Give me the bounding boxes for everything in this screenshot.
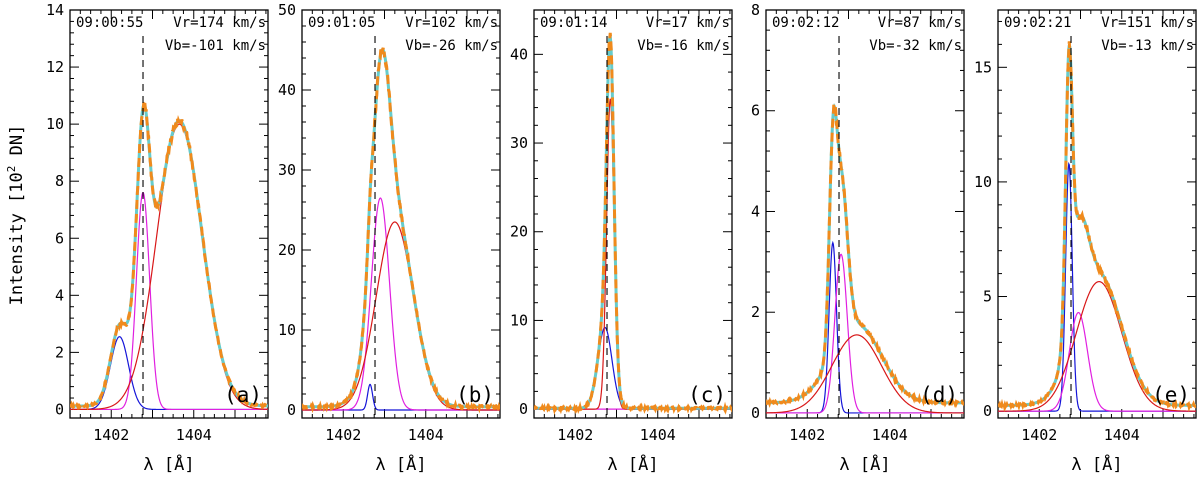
- y-tick-label: 30: [510, 134, 528, 152]
- time-label: 09:02:12: [772, 15, 839, 31]
- observed-profile-curve: [766, 103, 964, 409]
- y-tick-label: 5: [983, 288, 992, 306]
- y-tick-label: 6: [55, 229, 64, 247]
- y-tick-label: 40: [510, 45, 528, 63]
- panel-a: 0 2 4 6 8 10 12 14 1402 1404 λ [Å] 09:00:55 Vr=174 k…: [46, 1, 269, 475]
- panel-label: (a): [224, 383, 262, 407]
- y-tick-label: 0: [751, 404, 760, 422]
- magenta-component-curve: [302, 197, 500, 411]
- blue-component-curve: [998, 161, 1196, 412]
- plot-frame: [997, 9, 1197, 419]
- red-component-curve: [998, 281, 1196, 412]
- y-tick-label: 6: [751, 102, 760, 120]
- x-axis-label: λ [Å]: [143, 453, 194, 475]
- panel-label: (e): [1152, 383, 1190, 407]
- plot-frame: [301, 9, 501, 419]
- plot-frame: [69, 9, 269, 419]
- x-tick-label: 1402: [93, 426, 129, 444]
- y-tick-label: 4: [55, 286, 64, 304]
- y-tick-label: 8: [751, 1, 760, 19]
- panel-label: (d): [920, 383, 958, 407]
- vb-label: Vb=-16 km/s: [637, 38, 730, 54]
- panel-d: 0 2 4 6 8 1402 1404 λ [Å] 09:02:12 Vr=87 km/s Vb=-…: [751, 1, 965, 475]
- time-label: 09:00:55: [76, 15, 143, 31]
- x-tick-label: 1402: [789, 426, 825, 444]
- y-tick-label: 30: [278, 161, 296, 179]
- y-tick-label: 40: [278, 81, 296, 99]
- x-axis-label: λ [Å]: [839, 453, 890, 475]
- y-tick-label: 0: [519, 400, 528, 418]
- x-axis-label: λ [Å]: [607, 453, 658, 475]
- x-tick-label: 1402: [325, 426, 361, 444]
- time-label: 09:01:05: [308, 15, 375, 31]
- time-label: 09:02:21: [1004, 15, 1071, 31]
- vb-label: Vb=-32 km/s: [869, 38, 962, 54]
- x-tick-label: 1402: [557, 426, 593, 444]
- y-tick-label: 4: [751, 202, 760, 220]
- x-tick-label: 1404: [1104, 426, 1140, 444]
- y-tick-label: 8: [55, 172, 64, 190]
- observed-profile-curve: [70, 101, 268, 411]
- y-tick-label: 50: [278, 1, 296, 19]
- red-component-curve: [302, 221, 500, 411]
- y-tick-label: 15: [974, 58, 992, 76]
- panel-label: (c): [688, 383, 726, 407]
- vr-label: Vr=102 km/s: [405, 15, 498, 31]
- y-tick-label: 10: [510, 311, 528, 329]
- total-fit-curve: [998, 44, 1196, 407]
- y-tick-label: 14: [46, 1, 64, 19]
- x-tick-label: 1404: [176, 426, 212, 444]
- red-component-curve: [534, 98, 732, 410]
- vb-label: Vb=-101 km/s: [165, 38, 266, 54]
- y-tick-label: 0: [287, 401, 296, 419]
- vr-label: Vr=87 km/s: [878, 15, 962, 31]
- y-tick-label: 10: [278, 321, 296, 339]
- y-tick-label: 10: [974, 173, 992, 191]
- y-tick-label: 0: [55, 400, 64, 418]
- panel-c: 0 10 20 30 40 1402 1404 λ [Å] 09:01:14 Vr=17 km/s…: [510, 9, 733, 475]
- y-tick-label: 12: [46, 58, 64, 76]
- x-tick-label: 1402: [1021, 426, 1057, 444]
- vb-label: Vb=-26 km/s: [405, 38, 498, 54]
- plot-frame: [533, 9, 733, 419]
- panel-b: 0 10 20 30 40 50 1402 1404 λ [Å] 09:01:05 Vr=102 k…: [278, 1, 501, 475]
- y-tick-label: 20: [510, 223, 528, 241]
- vr-label: Vr=17 km/s: [646, 15, 730, 31]
- observed-profile-curve: [534, 32, 732, 416]
- observed-profile-curve: [302, 47, 500, 414]
- total-fit-curve: [766, 103, 964, 405]
- red-component-curve: [70, 123, 268, 411]
- observed-profile-curve: [998, 41, 1196, 413]
- y-tick-label: 20: [278, 241, 296, 259]
- x-tick-label: 1404: [872, 426, 908, 444]
- panel-label: (b): [456, 383, 494, 407]
- x-axis-label: λ [Å]: [1071, 453, 1122, 475]
- y-tick-label: 0: [983, 402, 992, 420]
- x-tick-label: 1404: [640, 426, 676, 444]
- vr-label: Vr=174 km/s: [173, 15, 266, 31]
- vr-label: Vr=151 km/s: [1101, 15, 1194, 31]
- y-tick-label: 2: [751, 303, 760, 321]
- magenta-component-curve: [766, 253, 964, 414]
- x-axis-label: λ [Å]: [375, 453, 426, 475]
- magenta-component-curve: [70, 192, 268, 411]
- y-tick-label: 2: [55, 343, 64, 361]
- x-tick-label: 1404: [408, 426, 444, 444]
- time-label: 09:01:14: [540, 15, 607, 31]
- magenta-component-curve: [998, 312, 1196, 412]
- total-fit-curve: [302, 48, 500, 409]
- vb-label: Vb=-13 km/s: [1101, 38, 1194, 54]
- plot-frame: [765, 9, 965, 419]
- y-tick-label: 10: [46, 115, 64, 133]
- total-fit-curve: [534, 33, 732, 410]
- red-component-curve: [766, 334, 964, 414]
- panel-e: 0 5 10 15 1402 1404 λ [Å] 09:02:21 Vr=151 km/s Vb…: [974, 9, 1197, 475]
- y-axis-label: Intensity [102 DN]: [5, 125, 27, 306]
